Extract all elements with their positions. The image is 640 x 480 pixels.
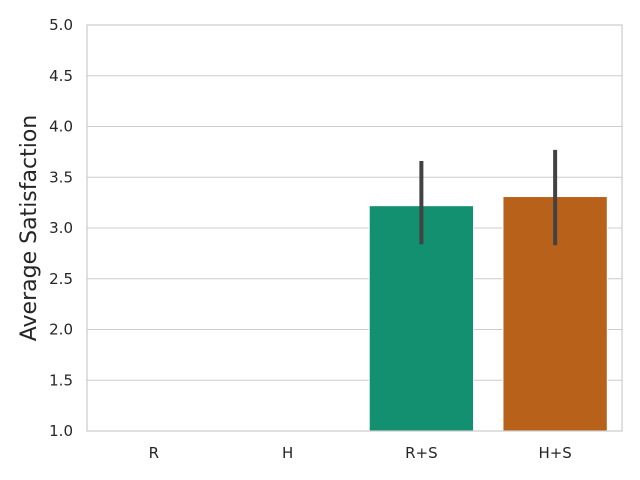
y-tick-label: 1.5 bbox=[49, 371, 73, 389]
y-tick-label: 5.0 bbox=[49, 16, 73, 34]
y-tick-label: 3.0 bbox=[49, 219, 73, 237]
x-tick-label: R bbox=[149, 444, 159, 462]
x-tick-label: H+S bbox=[538, 444, 571, 462]
y-tick-labels: 1.0 1.5 2.0 2.5 3.0 3.5 4.0 4.5 5.0 bbox=[49, 16, 73, 440]
x-tick-labels: R H R+S H+S bbox=[149, 444, 572, 462]
error-bars bbox=[419, 149, 558, 246]
bars bbox=[368, 196, 608, 432]
y-tick-label: 1.0 bbox=[49, 422, 73, 440]
x-tick-label: R+S bbox=[405, 444, 438, 462]
y-tick-label: 3.5 bbox=[49, 168, 73, 186]
y-tick-label: 2.5 bbox=[49, 270, 73, 288]
x-tick-label: H bbox=[282, 444, 293, 462]
y-tick-label: 2.0 bbox=[49, 321, 73, 339]
y-tick-label: 4.5 bbox=[49, 67, 73, 85]
y-axis-label: Average Satisfaction bbox=[17, 115, 42, 341]
plot-frame bbox=[86, 24, 623, 432]
y-tick-label: 4.0 bbox=[49, 118, 73, 136]
